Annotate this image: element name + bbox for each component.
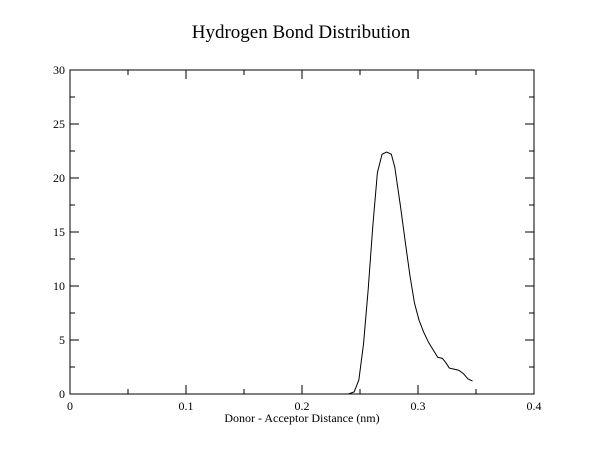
x-tick-label: 0.3 xyxy=(411,399,426,413)
x-tick-label: 0.1 xyxy=(179,399,194,413)
chart-title: Hydrogen Bond Distribution xyxy=(192,22,411,43)
y-tick-label: 15 xyxy=(53,225,65,239)
x-axis-label: Donor - Acceptor Distance (nm) xyxy=(224,411,379,425)
x-tick-label: 0 xyxy=(67,399,73,413)
axis-tick-labels: 0 0.1 0.2 0.3 0.4 0 5 10 15 20 25 30 xyxy=(53,63,542,413)
y-tick-label: 30 xyxy=(53,63,65,77)
x-tick-label: 0.2 xyxy=(295,399,310,413)
series-line xyxy=(348,151,473,395)
x-tick-label: 0.4 xyxy=(527,399,542,413)
y-tick-label: 20 xyxy=(53,171,65,185)
axis-ticks xyxy=(69,69,535,395)
y-tick-label: 10 xyxy=(53,279,65,293)
plot-frame xyxy=(69,69,535,395)
y-tick-label: 25 xyxy=(53,117,65,131)
y-tick-label: 5 xyxy=(59,333,65,347)
y-tick-label: 0 xyxy=(59,387,65,401)
